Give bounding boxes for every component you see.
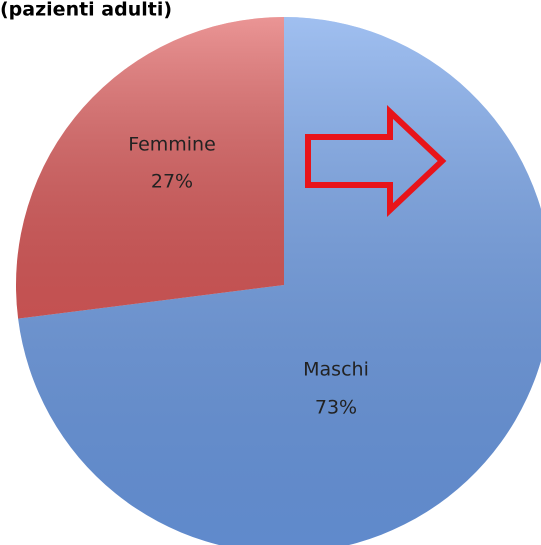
slice-value-label: 73% — [315, 397, 357, 419]
slice-shade — [18, 17, 541, 545]
chart-title: (pazienti adulti) — [0, 0, 172, 21]
arrow — [305, 105, 447, 217]
slice-value-label: 27% — [151, 171, 193, 193]
slice-shade — [15, 17, 284, 319]
pie — [15, 17, 541, 545]
slice-category: Maschi — [303, 359, 369, 381]
slice-category: Femmine — [128, 134, 216, 156]
